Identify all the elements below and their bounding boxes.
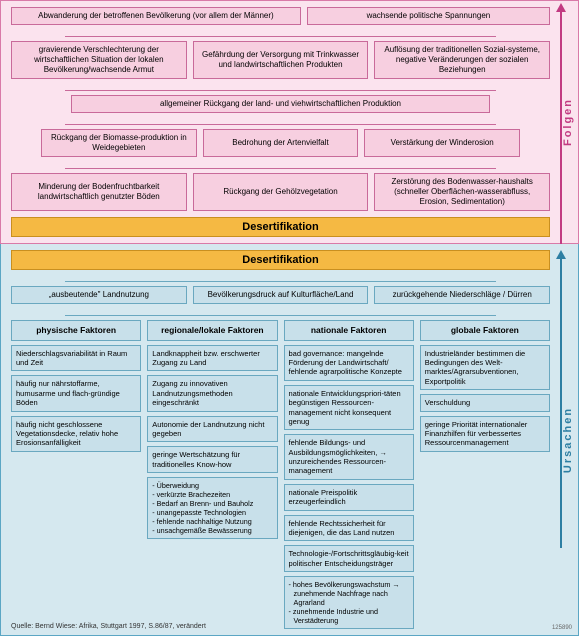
box-land-scarcity: Landknappheit bzw. erschwerter Zugang zu… <box>147 345 277 372</box>
side-label-ursachen: Ursachen <box>562 406 574 472</box>
row-top-1: Abwanderung der betroffenen Bevölkerung … <box>11 7 550 25</box>
banner-desertifikation-top: Desertifikation <box>11 217 550 237</box>
row-mid-1: „ausbeutende" Landnutzung Bevölkerungsdr… <box>11 286 550 304</box>
box-poor-soils: häufig nur nährstoffarme, humusarme und … <box>11 375 141 411</box>
factor-columns: physische Faktoren Niederschlagsvariabil… <box>11 320 550 629</box>
box-wood-vegetation: Rückgang der Gehölzvegetation <box>193 173 369 211</box>
head-global: globale Faktoren <box>420 320 550 341</box>
box-agri-decline: allgemeiner Rückgang der land- und viehw… <box>71 95 490 113</box>
head-regional: regionale/lokale Faktoren <box>147 320 277 341</box>
connector <box>11 85 550 95</box>
box-price-policy: nationale Preispolitik erzeugerfeindlich <box>284 484 414 511</box>
source-citation: Quelle: Bernd Wiese: Afrika, Stuttgart 1… <box>11 623 206 631</box>
box-tech-faith: Technologie-/Fortschrittsgläubig-keit po… <box>284 545 414 572</box>
box-biodiversity: Bedrohung der Artenvielfalt <box>203 129 359 157</box>
side-label-folgen: Folgen <box>562 98 574 146</box>
row-top-5: Minderung der Bodenfruchtbarkeit landwir… <box>11 173 550 211</box>
box-droughts: zurückgehende Niederschläge / Dürren <box>374 286 550 304</box>
box-bad-governance: bad governance: mangelnde Förderung der … <box>284 345 414 381</box>
box-regional-list: - Überweidung - verkürzte Brachezeiten -… <box>147 477 277 539</box>
row-top-2: gravierende Verschlechterung der wirtsch… <box>11 41 550 79</box>
head-physical: physische Faktoren <box>11 320 141 341</box>
box-education: fehlende Bildungs- und Ausbildungsmöglic… <box>284 434 414 480</box>
box-world-market: Industrieländer bestimmen die Bedingunge… <box>420 345 550 391</box>
connector <box>11 276 550 286</box>
col-physical: physische Faktoren Niederschlagsvariabil… <box>11 320 141 629</box>
connector <box>11 31 550 41</box>
box-supply-risk: Gefährdung der Versorgung mit Trinkwasse… <box>193 41 369 79</box>
box-intl-aid: geringe Priorität internationaler Finanz… <box>420 416 550 452</box>
box-exploitative-use: „ausbeutende" Landnutzung <box>11 286 187 304</box>
arrow-up-blue <box>560 258 562 548</box>
connector <box>11 163 550 173</box>
box-knowhow: geringe Wertschätzung für traditionelles… <box>147 446 277 473</box>
box-population-pressure: Bevölkerungsdruck auf Kulturfläche/Land <box>193 286 369 304</box>
row-top-3: allgemeiner Rückgang der land- und viehw… <box>11 95 550 113</box>
connector <box>11 119 550 129</box>
consequences-section: Folgen Abwanderung der betroffenen Bevöl… <box>0 0 579 244</box>
box-precip-variability: Niederschlagsvariabilität in Raum und Ze… <box>11 345 141 372</box>
box-soil-fertility: Minderung der Bodenfruchtbarkeit landwir… <box>11 173 187 211</box>
box-dev-priorities: nationale Entwicklungspriori-täten begün… <box>284 385 414 431</box>
arrow-up-pink <box>560 11 562 271</box>
banner-desertifikation-bottom: Desertifikation <box>11 250 550 270</box>
box-legal-security: fehlende Rechtssicherheit für diejenigen… <box>284 515 414 542</box>
box-economic-decline: gravierende Verschlechterung der wirtsch… <box>11 41 187 79</box>
box-open-vegetation: häufig nicht geschlossene Vegetationsdec… <box>11 416 141 452</box>
box-water-balance: Zerstörung des Bodenwasser-haushalts (sc… <box>374 173 550 211</box>
connector <box>11 310 550 320</box>
box-innovation-access: Zugang zu innovativen Landnutzungsmethod… <box>147 375 277 411</box>
box-social-breakdown: Auflösung der traditionellen Sozial-syst… <box>374 41 550 79</box>
box-political-tension: wachsende politische Spannungen <box>307 7 550 25</box>
causes-section: Ursachen Desertifikation „ausbeutende" L… <box>0 244 579 636</box>
national-list: - hohes Bevölkerungswachstum → zunehmend… <box>289 580 409 625</box>
box-wind-erosion: Verstärkung der Winderosion <box>364 129 520 157</box>
regional-list: - Überweidung - verkürzte Brachezeiten -… <box>152 481 253 535</box>
box-autonomy: Autonomie der Landnutzung nicht gegeben <box>147 416 277 443</box>
image-id: 125890 <box>552 625 572 631</box>
col-national: nationale Faktoren bad governance: mange… <box>284 320 414 629</box>
box-emigration: Abwanderung der betroffenen Bevölkerung … <box>11 7 301 25</box>
box-national-list: - hohes Bevölkerungswachstum → zunehmend… <box>284 576 414 629</box>
col-global: globale Faktoren Industrieländer bestimm… <box>420 320 550 629</box>
box-biomass-decline: Rückgang der Biomasse-produktion in Weid… <box>41 129 197 157</box>
row-top-4: Rückgang der Biomasse-produktion in Weid… <box>11 129 550 157</box>
head-national: nationale Faktoren <box>284 320 414 341</box>
col-regional: regionale/lokale Faktoren Landknappheit … <box>147 320 277 629</box>
box-debt: Verschuldung <box>420 394 550 411</box>
